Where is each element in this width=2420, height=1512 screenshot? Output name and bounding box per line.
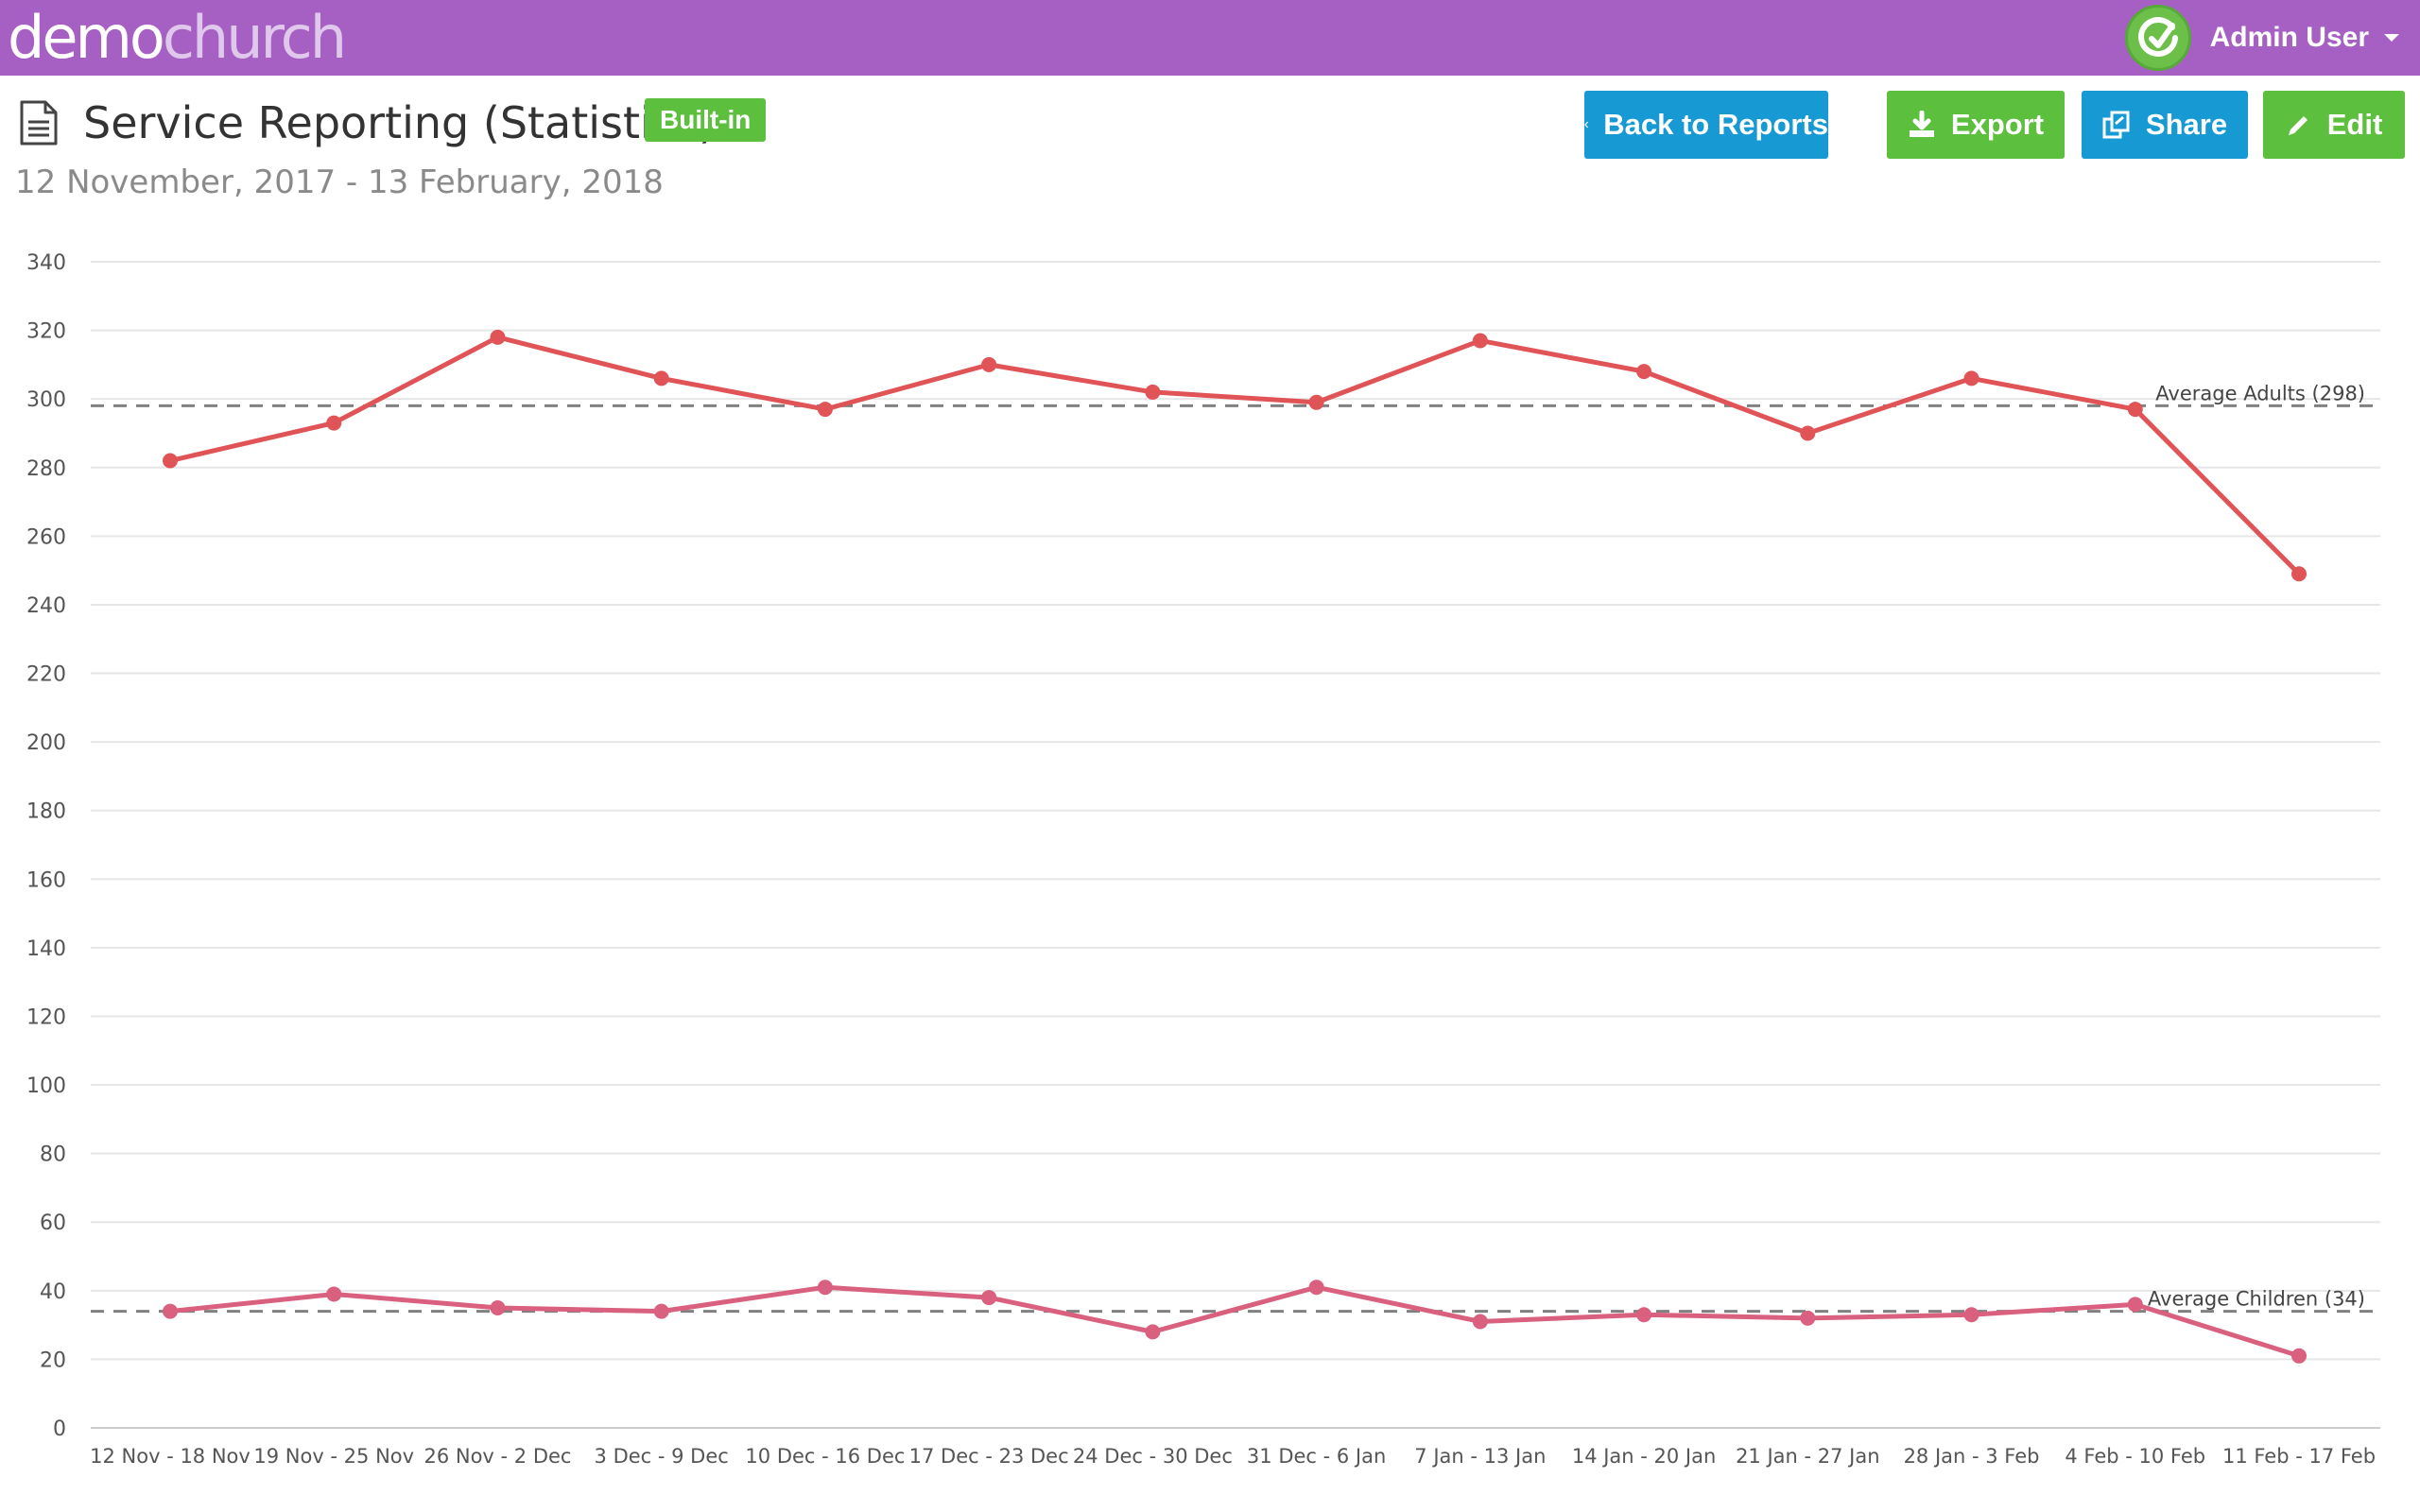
x-tick-label: 31 Dec - 6 Jan	[1247, 1445, 1386, 1468]
series-line-1	[169, 1284, 2300, 1359]
grid-layer	[91, 261, 2380, 1429]
x-tick-label: 12 Nov - 18 Nov	[90, 1445, 251, 1468]
x-tick-label: 21 Jan - 27 Jan	[1736, 1445, 1879, 1468]
series-line-0	[169, 335, 2301, 576]
average-label-0: Average Adults (298)	[2155, 382, 2365, 404]
x-tick-label: 26 Nov - 2 Dec	[424, 1445, 571, 1468]
data-point-1-0	[163, 1303, 178, 1319]
axis-labels-layer: 0 20 40 60 80 100 120 140 160 180 200 220 240 260 280 3…	[26, 251, 2376, 1468]
average-label-1: Average Children (34)	[2148, 1288, 2365, 1311]
x-tick-label: 14 Jan - 20 Jan	[1572, 1445, 1716, 1468]
y-tick-label: 60	[40, 1211, 66, 1235]
data-point-0-7	[1308, 394, 1324, 410]
avatar	[2124, 5, 2191, 71]
page-title: Service Reporting (Statistics)	[83, 97, 717, 148]
export-label: Export	[1950, 108, 2045, 141]
share-label: Share	[2145, 108, 2228, 141]
logo-secondary: church	[162, 3, 347, 72]
x-tick-label: 4 Feb - 10 Feb	[2065, 1445, 2205, 1468]
y-tick-label: 0	[53, 1418, 66, 1441]
y-tick-label: 160	[26, 868, 66, 892]
data-point-0-3	[653, 370, 669, 387]
data-point-0-1	[326, 415, 342, 431]
data-point-1-11	[1963, 1307, 1979, 1323]
data-point-0-8	[1472, 333, 1488, 349]
data-point-0-6	[1145, 384, 1161, 400]
data-point-0-10	[1800, 425, 1816, 441]
download-icon	[1909, 111, 1934, 137]
data-point-1-13	[2291, 1348, 2307, 1364]
x-tick-label: 19 Nov - 25 Nov	[253, 1445, 414, 1468]
back-to-reports-label: Back to Reports	[1603, 108, 1828, 141]
x-tick-label: 11 Feb - 17 Feb	[2222, 1445, 2376, 1468]
share-button[interactable]: Share	[2082, 91, 2248, 159]
data-point-1-10	[1800, 1310, 1816, 1326]
x-tick-label: 17 Dec - 23 Dec	[909, 1445, 1069, 1468]
y-tick-label: 340	[26, 251, 66, 275]
y-tick-label: 20	[40, 1349, 66, 1372]
data-point-1-4	[817, 1280, 833, 1296]
avatar-logo-icon	[2137, 17, 2178, 57]
pencil-icon	[2288, 116, 2308, 135]
caret-down-icon	[2384, 34, 2399, 42]
built-in-badge: Built-in	[645, 98, 767, 142]
series-layer	[163, 329, 2307, 1364]
data-point-1-3	[653, 1303, 669, 1319]
x-tick-label: 7 Jan - 13 Jan	[1414, 1445, 1546, 1468]
data-point-1-5	[981, 1290, 997, 1306]
x-tick-label: 28 Jan - 3 Feb	[1904, 1445, 2040, 1468]
y-tick-label: 40	[40, 1280, 66, 1304]
y-tick-label: 200	[26, 731, 66, 755]
data-point-0-13	[2291, 566, 2307, 582]
data-point-1-6	[1145, 1324, 1161, 1340]
x-tick-label: 24 Dec - 30 Dec	[1073, 1445, 1233, 1468]
y-tick-label: 140	[26, 937, 66, 961]
x-tick-label: 10 Dec - 16 Dec	[745, 1445, 905, 1468]
y-tick-label: 100	[26, 1074, 66, 1098]
edit-label: Edit	[2326, 108, 2383, 141]
back-to-reports-button[interactable]: Back to Reports	[1584, 91, 1828, 159]
data-point-1-9	[1636, 1307, 1652, 1323]
y-tick-label: 80	[40, 1143, 66, 1167]
user-name: Admin User	[2209, 22, 2369, 53]
data-point-0-9	[1636, 364, 1652, 380]
y-tick-label: 300	[26, 388, 66, 412]
x-tick-label: 3 Dec - 9 Dec	[595, 1445, 729, 1468]
share-icon	[2102, 111, 2130, 139]
data-point-1-1	[326, 1286, 342, 1302]
data-point-0-2	[490, 329, 506, 345]
data-point-1-12	[2127, 1297, 2143, 1313]
top-bar: demochurch Admin User	[0, 0, 2420, 76]
average-lines-layer: Average Adults (298) Average Children (34…	[91, 382, 2380, 1314]
edit-button[interactable]: Edit	[2263, 91, 2405, 159]
y-tick-label: 240	[26, 594, 66, 618]
y-tick-label: 320	[26, 320, 66, 344]
data-point-0-12	[2127, 402, 2143, 418]
y-tick-label: 180	[26, 800, 66, 824]
data-point-1-8	[1472, 1314, 1488, 1330]
data-point-0-5	[981, 356, 997, 372]
data-point-1-2	[490, 1299, 506, 1315]
logo[interactable]: demochurch	[8, 3, 347, 72]
user-menu[interactable]: Admin User	[2124, 0, 2409, 76]
y-tick-label: 280	[26, 457, 66, 481]
y-tick-label: 120	[26, 1005, 66, 1029]
data-point-1-7	[1308, 1280, 1324, 1296]
chevron-left-icon	[1584, 121, 1588, 129]
data-point-0-4	[817, 402, 833, 418]
y-tick-label: 260	[26, 525, 66, 549]
date-range: 12 November, 2017 - 13 February, 2018	[15, 163, 664, 201]
export-button[interactable]: Export	[1887, 91, 2065, 159]
data-point-0-0	[163, 453, 178, 469]
data-point-0-11	[1963, 370, 1979, 387]
y-tick-label: 220	[26, 663, 66, 687]
document-icon	[20, 100, 58, 146]
logo-primary: demo	[8, 3, 165, 72]
